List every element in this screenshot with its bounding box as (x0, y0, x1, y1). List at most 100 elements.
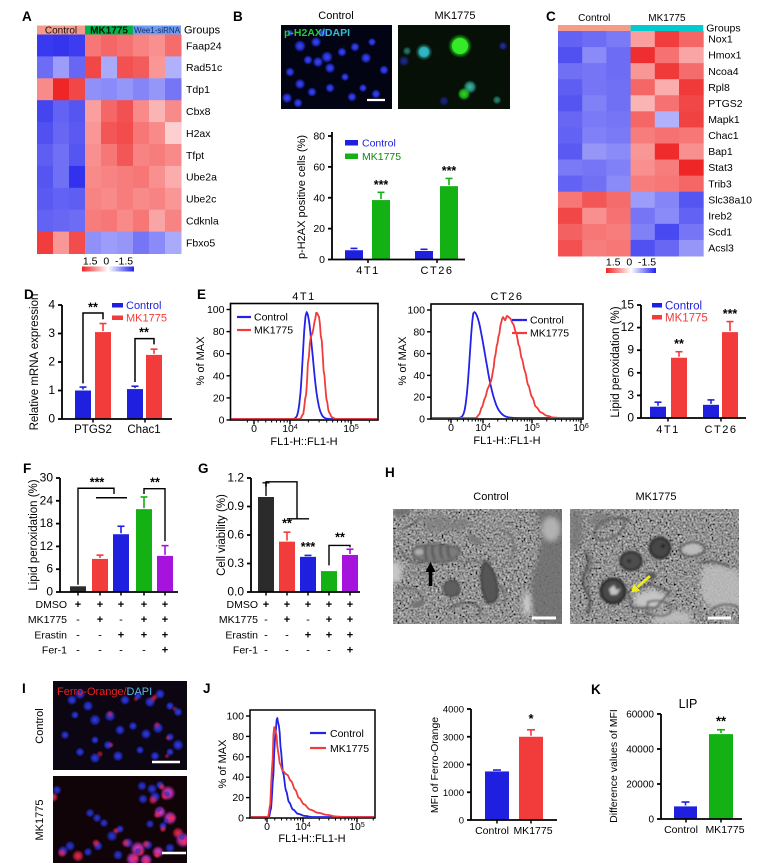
svg-text:100: 100 (226, 711, 244, 723)
svg-text:6: 6 (46, 562, 53, 576)
svg-text:Control: Control (126, 300, 161, 312)
svg-text:Lipid peroxidation (%): Lipid peroxidation (%) (28, 479, 40, 590)
svg-text:104: 104 (282, 423, 298, 435)
svg-text:MK1775: MK1775 (648, 13, 686, 24)
svg-text:**: ** (674, 337, 684, 351)
svg-text:Control: Control (330, 728, 364, 740)
svg-text:Ireb2: Ireb2 (708, 210, 732, 222)
svg-text:-: - (76, 614, 80, 626)
svg-text:FL1-H::FL1-H: FL1-H::FL1-H (270, 436, 337, 448)
svg-text:Chac1: Chac1 (708, 130, 739, 142)
svg-text:MFI of Ferro-Orange: MFI of Ferro-Orange (429, 717, 441, 813)
svg-text:60: 60 (232, 751, 244, 763)
svg-text:-: - (119, 645, 123, 657)
svg-text:60: 60 (413, 348, 425, 360)
svg-text:Faap24: Faap24 (186, 40, 222, 52)
svg-text:-: - (264, 645, 268, 657)
svg-text:+: + (326, 599, 332, 611)
svg-text:Fer-1: Fer-1 (42, 645, 67, 657)
svg-text:-: - (76, 629, 80, 641)
svg-text:20: 20 (232, 792, 244, 804)
svg-text:0: 0 (251, 423, 257, 435)
svg-text:104: 104 (475, 422, 491, 434)
svg-text:105: 105 (349, 821, 365, 833)
svg-text:Chac1: Chac1 (127, 424, 160, 436)
svg-text:Trib3: Trib3 (708, 178, 732, 190)
svg-text:+: + (118, 599, 124, 611)
svg-text:***: *** (442, 164, 457, 178)
svg-text:80: 80 (232, 731, 244, 743)
svg-text:40: 40 (232, 772, 244, 784)
svg-text:FL1-H::FL1-H: FL1-H::FL1-H (473, 435, 540, 447)
svg-text:0: 0 (648, 815, 654, 826)
svg-text:***: *** (374, 178, 389, 192)
svg-text:-: - (264, 629, 268, 641)
svg-text:% of MAX: % of MAX (217, 739, 229, 789)
svg-text:104: 104 (295, 821, 311, 833)
svg-text:Control: Control (34, 708, 46, 743)
svg-text:MK1775: MK1775 (28, 614, 67, 626)
svg-text:**: ** (282, 516, 292, 530)
svg-text:+: + (326, 629, 332, 641)
svg-text:H: H (385, 465, 395, 480)
svg-text:Difference values of MFI: Difference values of MFI (608, 709, 620, 823)
svg-text:4T1: 4T1 (292, 291, 315, 303)
svg-text:0.0: 0.0 (227, 585, 244, 599)
svg-text:3000: 3000 (443, 732, 464, 743)
svg-text:1: 1 (48, 383, 55, 397)
svg-text:60: 60 (213, 348, 225, 360)
svg-text:% of MAX: % of MAX (195, 336, 207, 386)
svg-text:B: B (233, 9, 243, 24)
svg-text:40: 40 (413, 370, 425, 382)
svg-text:1.5 0 -1.5: 1.5 0 -1.5 (83, 256, 133, 268)
svg-text:-: - (264, 614, 268, 626)
svg-text:4000: 4000 (443, 705, 464, 716)
svg-text:+: + (347, 614, 353, 626)
svg-text:MK1775: MK1775 (330, 743, 369, 755)
svg-text:+: + (97, 614, 103, 626)
svg-text:Bap1: Bap1 (708, 146, 733, 158)
svg-text:100: 100 (207, 304, 225, 316)
svg-text:MK1775: MK1775 (90, 25, 128, 36)
svg-text:CT26: CT26 (705, 424, 738, 436)
svg-text:18: 18 (40, 516, 54, 530)
svg-text:DMSO: DMSO (227, 599, 259, 611)
svg-text:Ncoa4: Ncoa4 (708, 66, 739, 78)
svg-text:20: 20 (413, 392, 425, 404)
svg-text:Slc38a10: Slc38a10 (708, 194, 752, 206)
svg-text:-: - (76, 645, 80, 657)
svg-text:Hmox1: Hmox1 (708, 50, 741, 62)
svg-text:1.5 0 -1.5: 1.5 0 -1.5 (606, 257, 656, 269)
svg-text:+: + (162, 614, 168, 626)
svg-text:MK1775: MK1775 (362, 151, 401, 163)
svg-text:MK1775: MK1775 (34, 800, 46, 841)
svg-text:20000: 20000 (626, 780, 654, 791)
svg-text:40000: 40000 (626, 745, 654, 756)
svg-text:-: - (306, 645, 310, 657)
svg-text:**: ** (335, 531, 345, 545)
svg-text:0: 0 (238, 813, 244, 825)
svg-text:1.2: 1.2 (227, 471, 244, 485)
svg-text:0: 0 (627, 411, 634, 425)
svg-text:Cdknla: Cdknla (186, 215, 219, 227)
svg-text:60000: 60000 (626, 710, 654, 721)
svg-text:Control: Control (45, 25, 77, 36)
svg-text:Fbxo5: Fbxo5 (186, 237, 215, 249)
svg-text:*: * (528, 711, 534, 726)
svg-text:0: 0 (419, 414, 425, 426)
svg-text:0: 0 (264, 821, 270, 833)
svg-text:Control: Control (318, 10, 353, 22)
svg-text:30: 30 (40, 471, 54, 485)
svg-text:80: 80 (413, 326, 425, 338)
svg-text:Fer-1: Fer-1 (233, 645, 258, 657)
svg-text:-: - (98, 645, 102, 657)
svg-text:/DAPI: /DAPI (322, 27, 350, 39)
svg-text:Cell viability (%): Cell viability (%) (216, 494, 228, 576)
svg-text:MK1775: MK1775 (530, 328, 569, 340)
svg-text:-: - (306, 614, 310, 626)
svg-text:-: - (142, 645, 146, 657)
svg-text:Acsl3: Acsl3 (708, 243, 734, 255)
svg-text:+: + (347, 629, 353, 641)
svg-text:+: + (347, 645, 353, 657)
svg-text:LIP: LIP (679, 697, 698, 711)
